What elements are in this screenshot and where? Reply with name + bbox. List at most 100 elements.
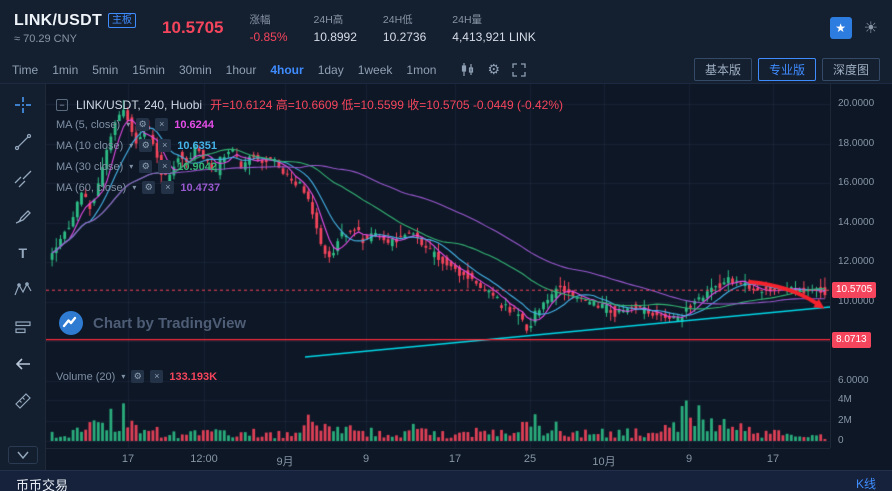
ma5-settings-icon[interactable]: ⚙ <box>136 118 150 131</box>
low-value: 10.2736 <box>382 30 427 44</box>
ma60-legend-row: MA (60, close) ▾ ⚙ × 10.4737 <box>56 181 220 194</box>
interval-1week[interactable]: 1week <box>357 62 393 77</box>
xabcd-pattern-tool-icon[interactable] <box>12 279 34 301</box>
more-tools-button[interactable] <box>7 446 38 464</box>
kline-style-icon[interactable] <box>460 62 475 77</box>
price-axis-label: 20.0000 <box>838 98 875 109</box>
pitchfork-tool-icon[interactable] <box>12 168 34 190</box>
interval-1min[interactable]: 1min <box>52 62 79 77</box>
change-stat: 涨幅 -0.85% <box>249 12 287 44</box>
price-axis-label: 14.0000 <box>838 216 875 228</box>
crosshair-tool-icon[interactable] <box>12 94 34 116</box>
spot-trading-tab[interactable]: 币币交易 <box>16 478 69 491</box>
favorite-star-button[interactable]: ★ <box>829 17 852 39</box>
chevron-down-icon[interactable]: ▾ <box>121 372 126 381</box>
ma10-label: MA (10 close) <box>56 139 124 152</box>
price-axis-label: 4M <box>838 394 852 405</box>
ma10-close-icon[interactable]: × <box>158 139 172 152</box>
kline-link[interactable]: K线 <box>855 477 876 491</box>
time-axis-label: 17 <box>766 453 780 465</box>
svg-text:T: T <box>18 245 27 261</box>
ma30-label: MA (30 close) <box>56 160 124 173</box>
time-axis[interactable]: 17 12:00 9月 9 17 25 10月 9 17 <box>46 448 830 470</box>
approx-cny-price: ≈ 70.29 CNY <box>14 32 77 45</box>
ma60-label: MA (60, close) <box>56 181 127 194</box>
collapse-pane-icon[interactable]: − <box>56 98 68 111</box>
view-basic-button[interactable]: 基本版 <box>693 58 752 81</box>
interval-4hour[interactable]: 4hour <box>270 62 304 77</box>
view-pro-button[interactable]: 专业版 <box>757 58 816 81</box>
chevron-down-icon <box>16 451 29 460</box>
time-axis-label: 10月 <box>592 456 616 468</box>
change-label: 涨幅 <box>249 14 271 26</box>
board-badge: 主板 <box>108 13 137 28</box>
chevron-down-icon[interactable]: ▾ <box>129 162 134 171</box>
symbol-title: LINK/USDT <box>14 11 103 29</box>
trendline-tool-icon[interactable] <box>12 131 34 153</box>
view-depth-button[interactable]: 深度图 <box>821 58 880 81</box>
arrow-left-icon[interactable] <box>12 353 34 375</box>
volume-settings-icon[interactable]: ⚙ <box>131 370 145 383</box>
time-axis-label: 9 <box>685 453 693 465</box>
time-axis-label: 12:00 <box>190 453 218 465</box>
ma5-label: MA (5, close) <box>56 118 121 131</box>
ma10-value: 10.6351 <box>177 139 218 152</box>
price-axis-label: 0 <box>838 435 844 446</box>
candlestick-chart-canvas[interactable] <box>46 84 830 448</box>
volume-stat: 24H量 4,413,921 LINK <box>452 12 535 44</box>
drawing-tools-sidebar: T <box>0 84 46 470</box>
price-axis-label: 6.0000 <box>838 374 869 386</box>
chart-settings-gear-icon[interactable]: ⚙ <box>487 61 500 77</box>
ma60-close-icon[interactable]: × <box>161 181 175 194</box>
chevron-down-icon[interactable]: ▾ <box>132 183 137 192</box>
interval-1day[interactable]: 1day <box>317 62 344 77</box>
symbol-block: LINK/USDT 主板 ≈ 70.29 CNY <box>14 11 137 45</box>
price-badge: 8.0713 <box>832 331 871 348</box>
high-label: 24H高 <box>313 14 344 26</box>
brush-tool-icon[interactable] <box>12 205 34 227</box>
time-axis-label: 17 <box>121 453 135 465</box>
volume-value: 4,413,921 LINK <box>452 30 536 44</box>
ma30-close-icon[interactable]: × <box>158 160 172 173</box>
price-axis-label: 12.0000 <box>838 256 875 267</box>
interval-toolbar: Time 1min 5min 15min 30min 1hour 4hour 1… <box>0 56 892 84</box>
price-axis-label: 18.0000 <box>838 137 875 149</box>
theme-sun-icon[interactable]: ☀ <box>863 20 878 37</box>
ma5-close-icon[interactable]: × <box>155 118 169 131</box>
interval-1mon[interactable]: 1mon <box>406 62 437 77</box>
low-stat: 24H低 10.2736 <box>383 12 426 44</box>
interval-1hour[interactable]: 1hour <box>225 62 257 77</box>
ruler-tool-icon[interactable] <box>12 390 34 412</box>
chevron-down-icon[interactable]: ▾ <box>129 141 134 150</box>
change-value: -0.85% <box>249 30 288 44</box>
ma60-settings-icon[interactable]: ⚙ <box>142 181 156 194</box>
ma5-legend-row: MA (5, close) ▾ ⚙ × 10.6244 <box>56 118 214 131</box>
position-tool-icon[interactable] <box>12 316 34 338</box>
star-icon: ★ <box>835 21 847 35</box>
volume-indicator-value: 133.193K <box>169 370 218 383</box>
interval-15min[interactable]: 15min <box>132 62 165 77</box>
interval-time[interactable]: Time <box>12 62 39 77</box>
price-axis[interactable]: 20.0000 18.0000 16.0000 14.0000 12.0000 10.00… <box>830 84 892 448</box>
price-axis-label: 10.0000 <box>838 295 875 307</box>
fullscreen-icon[interactable] <box>512 62 526 77</box>
ma10-settings-icon[interactable]: ⚙ <box>139 139 153 152</box>
ma5-value: 10.6244 <box>174 118 214 131</box>
low-label: 24H低 <box>382 14 413 26</box>
interval-30min[interactable]: 30min <box>178 62 212 77</box>
text-tool-icon[interactable]: T <box>12 242 34 264</box>
volume-close-icon[interactable]: × <box>150 370 164 383</box>
high-value: 10.8992 <box>313 30 357 44</box>
header: LINK/USDT 主板 ≈ 70.29 CNY 10.5705 涨幅 -0.8… <box>0 0 892 56</box>
last-price: 10.5705 <box>162 18 224 37</box>
volume-legend-row: Volume (20) ▾ ⚙ × 133.193K <box>56 370 217 383</box>
time-axis-label: 9月 <box>276 456 294 468</box>
high-stat: 24H高 10.8992 <box>314 12 357 44</box>
ma60-value: 10.4737 <box>180 181 221 194</box>
interval-5min[interactable]: 5min <box>92 62 119 77</box>
ma30-settings-icon[interactable]: ⚙ <box>139 160 153 173</box>
volume-label: 24H量 <box>452 14 483 26</box>
ma30-value: 10.9042 <box>177 160 218 173</box>
chevron-down-icon[interactable]: ▾ <box>126 120 131 129</box>
